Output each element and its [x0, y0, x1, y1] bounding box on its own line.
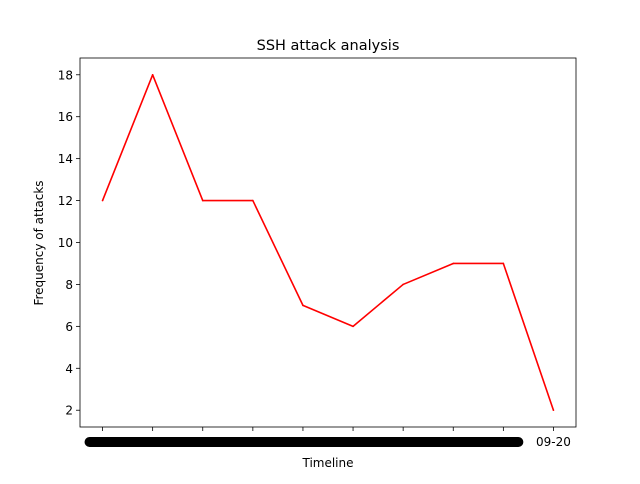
y-tick-label: 12	[58, 194, 73, 208]
data-point	[201, 199, 204, 202]
y-axis-label: Frequency of attacks	[32, 180, 46, 305]
chart-title: SSH attack analysis	[257, 38, 400, 54]
data-point	[502, 262, 505, 265]
x-tick-label: 09-20	[536, 435, 571, 449]
y-tick-label: 2	[65, 404, 73, 418]
y-tick-label: 10	[58, 236, 73, 250]
data-point	[252, 199, 254, 202]
x-tick-labels-overlapping	[84, 437, 524, 447]
x-axis-label: Timeline	[301, 456, 353, 470]
y-tick-label: 18	[58, 68, 73, 82]
data-point	[452, 262, 455, 265]
y-tick-label: 14	[58, 152, 73, 166]
plot-frame	[79, 57, 577, 428]
data-point	[352, 325, 354, 328]
data-point	[402, 283, 404, 286]
data-point	[552, 409, 555, 412]
series-line	[101, 73, 555, 411]
data-point	[302, 304, 304, 307]
plot-area: 2 4 6 8 10 12 14 16 18 09-20	[58, 57, 577, 449]
y-tick-label: 6	[65, 320, 73, 334]
data-point	[101, 199, 104, 202]
y-tick-label: 4	[65, 362, 73, 376]
y-tick-label: 8	[65, 278, 73, 292]
y-tick-label: 16	[58, 110, 73, 124]
data-point	[151, 73, 154, 76]
